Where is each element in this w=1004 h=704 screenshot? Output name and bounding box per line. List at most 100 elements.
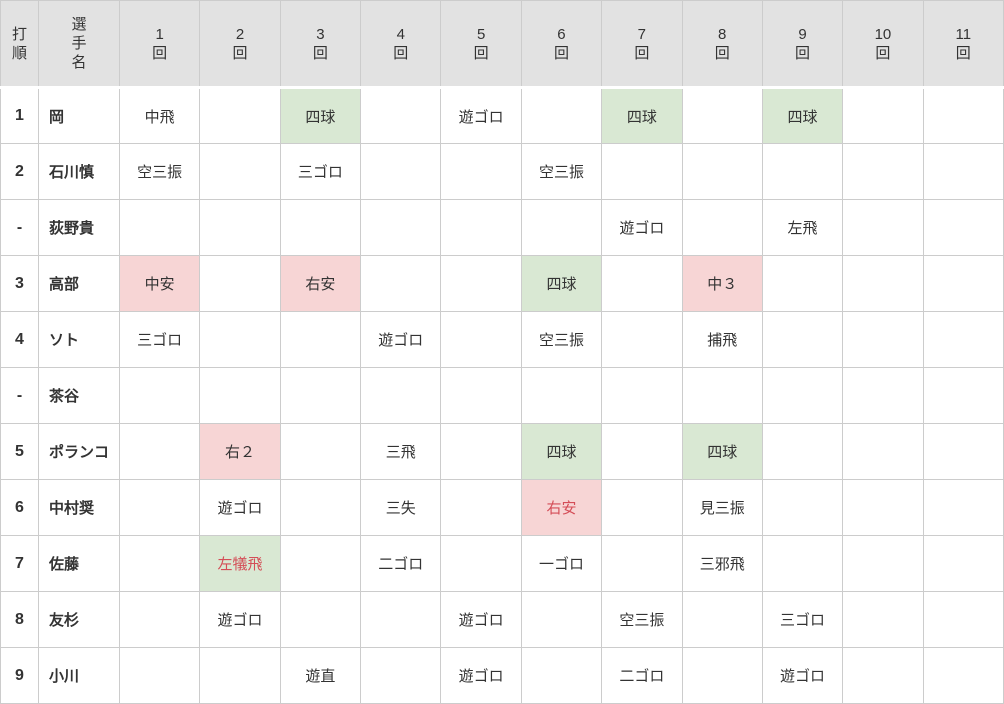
- result-cell-inning-3: [279, 199, 362, 256]
- result-cell-inning-9: [761, 535, 844, 592]
- player-name-cell: 茶谷: [38, 367, 120, 424]
- result-cell-inning-11: [922, 591, 1004, 648]
- result-cell-inning-3: [279, 535, 362, 592]
- batting-order-cell: 6: [0, 479, 39, 536]
- result-cell-inning-2: [199, 87, 281, 144]
- result-cell-inning-11: [922, 535, 1004, 592]
- result-cell-inning-5: [440, 311, 522, 368]
- player-row: 8 友杉 遊ゴロ 遊ゴロ 空三振 三ゴロ: [0, 591, 1004, 648]
- result-cell-inning-10: [842, 479, 924, 536]
- result-cell-inning-2: [199, 647, 281, 704]
- result-cell-inning-1: [118, 423, 201, 480]
- player-name-cell: 高部: [38, 255, 120, 312]
- result-cell-inning-11: [922, 367, 1004, 424]
- result-cell-inning-1: [118, 591, 201, 648]
- batting-order-cell: 7: [0, 535, 39, 592]
- player-row: 7 佐藤 左犠飛 二ゴロ 一ゴロ 三邪飛: [0, 535, 1004, 592]
- result-cell-inning-1: [118, 367, 201, 424]
- result-cell-inning-10: [842, 535, 924, 592]
- result-cell-inning-1: 空三振: [118, 143, 201, 200]
- result-cell-inning-1: [118, 199, 201, 256]
- result-cell-inning-6: [520, 647, 603, 704]
- result-cell-inning-3: 四球: [279, 87, 362, 144]
- result-cell-inning-6: [520, 367, 603, 424]
- result-cell-inning-1: 中安: [118, 255, 201, 312]
- result-cell-inning-2: [199, 367, 281, 424]
- result-cell-inning-3: [279, 423, 362, 480]
- result-cell-inning-11: [922, 479, 1004, 536]
- result-cell-inning-4: [360, 255, 442, 312]
- result-cell-inning-9: [761, 423, 844, 480]
- result-cell-inning-6: 空三振: [520, 143, 603, 200]
- result-cell-inning-11: [922, 423, 1004, 480]
- result-cell-inning-7: 空三振: [601, 591, 683, 648]
- header-inning-9: 9 回: [761, 0, 844, 89]
- result-cell-inning-4: 二ゴロ: [360, 535, 442, 592]
- result-cell-inning-6: 右安: [520, 479, 603, 536]
- result-cell-inning-8: [681, 87, 763, 144]
- batting-order-cell: 4: [0, 311, 39, 368]
- header-inning-11: 11 回: [922, 0, 1004, 89]
- result-cell-inning-8: [681, 591, 763, 648]
- player-row: 2 石川慎 空三振 三ゴロ 空三振: [0, 143, 1004, 200]
- result-cell-inning-6: 四球: [520, 423, 603, 480]
- result-cell-inning-7: 遊ゴロ: [601, 199, 683, 256]
- result-cell-inning-10: [842, 255, 924, 312]
- result-cell-inning-5: [440, 423, 522, 480]
- result-cell-inning-8: 三邪飛: [681, 535, 763, 592]
- result-cell-inning-11: [922, 199, 1004, 256]
- result-cell-inning-10: [842, 367, 924, 424]
- result-cell-inning-11: [922, 87, 1004, 144]
- result-cell-inning-1: 三ゴロ: [118, 311, 201, 368]
- result-cell-inning-1: [118, 535, 201, 592]
- player-row: 1 岡中飛 四球 遊ゴロ 四球 四球: [0, 87, 1004, 144]
- batting-order-cell: 9: [0, 647, 39, 704]
- result-cell-inning-4: [360, 143, 442, 200]
- result-cell-inning-8: [681, 647, 763, 704]
- player-name-cell: 中村奨: [38, 479, 120, 536]
- batting-order-cell: -: [0, 199, 39, 256]
- header-player-name: 選 手 名: [38, 0, 120, 89]
- result-cell-inning-2: 遊ゴロ: [199, 591, 281, 648]
- result-cell-inning-4: [360, 591, 442, 648]
- result-cell-inning-8: 中３: [681, 255, 763, 312]
- result-cell-inning-7: 四球: [601, 87, 683, 144]
- result-cell-inning-4: [360, 647, 442, 704]
- result-cell-inning-5: 遊ゴロ: [440, 87, 522, 144]
- result-cell-inning-4: 三飛: [360, 423, 442, 480]
- result-cell-inning-2: 左犠飛: [199, 535, 281, 592]
- result-cell-inning-8: 四球: [681, 423, 763, 480]
- result-cell-inning-2: [199, 143, 281, 200]
- result-cell-inning-8: [681, 199, 763, 256]
- batting-order-cell: -: [0, 367, 39, 424]
- result-cell-inning-5: [440, 255, 522, 312]
- result-cell-inning-5: [440, 367, 522, 424]
- header-inning-10: 10 回: [842, 0, 924, 89]
- player-name-cell: 石川慎: [38, 143, 120, 200]
- header-inning-1: 1 回: [118, 0, 201, 89]
- header-inning-4: 4 回: [360, 0, 442, 89]
- result-cell-inning-3: 右安: [279, 255, 362, 312]
- player-row: 9 小川 遊直 遊ゴロ 二ゴロ 遊ゴロ: [0, 647, 1004, 704]
- result-cell-inning-7: [601, 367, 683, 424]
- result-cell-inning-2: 右２: [199, 423, 281, 480]
- result-cell-inning-5: 遊ゴロ: [440, 647, 522, 704]
- result-cell-inning-5: [440, 199, 522, 256]
- header-inning-2: 2 回: [199, 0, 281, 89]
- result-cell-inning-7: [601, 535, 683, 592]
- result-cell-inning-9: [761, 367, 844, 424]
- player-row: 4 ソト 三ゴロ 遊ゴロ 空三振 捕飛: [0, 311, 1004, 368]
- result-cell-inning-1: 中飛: [118, 87, 201, 144]
- header-inning-6: 6 回: [520, 0, 603, 89]
- player-name-cell: 荻野貴: [38, 199, 120, 256]
- batting-order-cell: 3: [0, 255, 39, 312]
- result-cell-inning-4: [360, 87, 442, 144]
- result-cell-inning-7: [601, 479, 683, 536]
- result-cell-inning-2: [199, 311, 281, 368]
- player-row: 5 ポランコ 右２ 三飛 四球 四球: [0, 423, 1004, 480]
- result-cell-inning-9: [761, 143, 844, 200]
- player-name-cell: 友杉: [38, 591, 120, 648]
